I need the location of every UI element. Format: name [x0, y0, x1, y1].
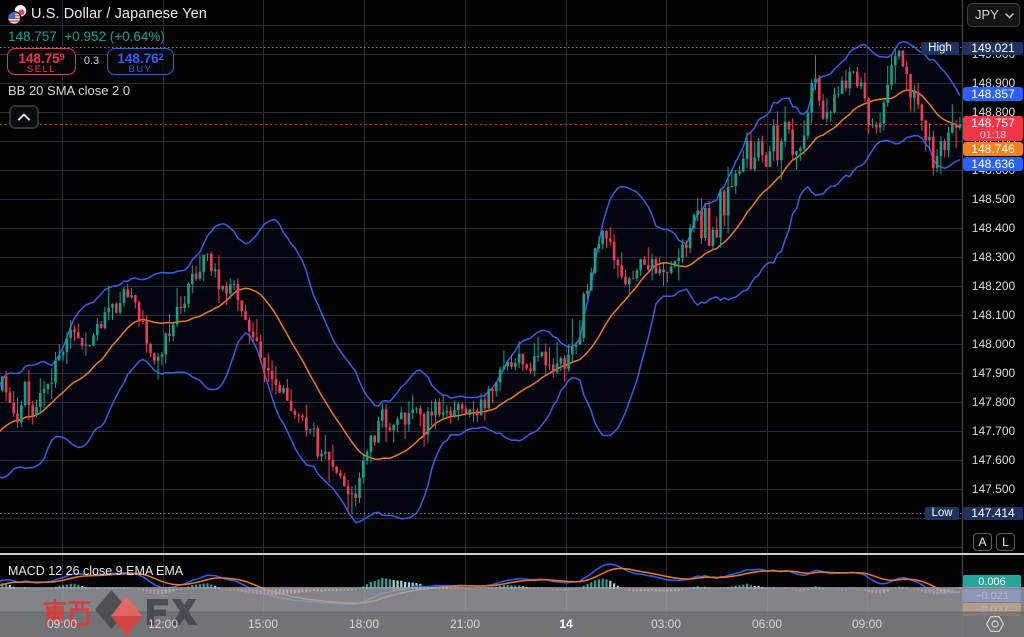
svg-text:09:00: 09:00 [47, 617, 77, 631]
svg-text:14: 14 [559, 617, 573, 631]
svg-text:03:00: 03:00 [651, 617, 681, 631]
svg-text:21:00: 21:00 [450, 617, 480, 631]
svg-text:09:00: 09:00 [852, 617, 882, 631]
svg-text:15:00: 15:00 [248, 617, 278, 631]
svg-text:18:00: 18:00 [349, 617, 379, 631]
svg-text:06:00: 06:00 [752, 617, 782, 631]
svg-text:12:00: 12:00 [148, 617, 178, 631]
svg-text:0.006: 0.006 [978, 576, 1006, 588]
